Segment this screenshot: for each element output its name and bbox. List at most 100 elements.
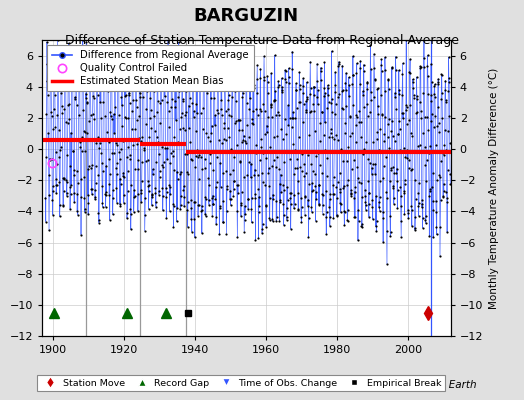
Point (399, 115, 407, 122)
Point (185, 82, 194, 88)
Point (141, 157, 150, 164)
Point (266, 102, 275, 109)
Point (280, 116, 289, 122)
Point (337, 200, 345, 207)
Point (202, 196, 210, 202)
Point (205, 182, 213, 188)
Point (279, 222, 288, 228)
Point (72, 102, 81, 108)
Point (115, 156, 124, 162)
Point (199, 126, 207, 132)
Point (158, 185, 167, 191)
Point (151, 199, 160, 205)
Point (253, 112, 261, 118)
Point (106, 170, 114, 177)
Point (108, 149, 117, 156)
Point (75, 49, 83, 56)
Point (281, 67, 289, 73)
Point (68, 74, 76, 81)
Point (381, 148, 390, 154)
Point (127, 226, 135, 232)
Point (77, 194, 85, 200)
Point (89, 70, 97, 76)
Point (228, 82, 237, 88)
Point (178, 96, 187, 103)
Point (245, 158, 253, 165)
Point (272, 218, 280, 224)
Point (312, 153, 321, 159)
Point (299, 90, 308, 96)
Point (64, 102, 72, 108)
Point (157, 43, 165, 50)
Point (373, 129, 381, 135)
Point (168, 96, 177, 102)
Point (350, 194, 358, 201)
Point (436, 197, 445, 203)
Point (248, 116, 257, 123)
Point (343, 158, 351, 164)
Point (429, 170, 438, 176)
Point (80, 208, 89, 215)
Point (50, 43, 59, 50)
Point (314, 87, 322, 94)
Point (386, 212, 394, 219)
Point (267, 104, 276, 110)
Point (108, 115, 116, 122)
Point (354, 175, 362, 181)
Point (170, 134, 179, 140)
Point (301, 212, 309, 218)
Point (58, 56, 66, 62)
Point (211, 196, 220, 202)
Point (346, 114, 354, 120)
Point (110, 130, 118, 136)
Point (328, 108, 336, 115)
Point (68, 77, 76, 84)
Point (102, 204, 110, 210)
Point (307, 203, 315, 210)
Point (446, 181, 454, 187)
Point (338, 88, 346, 94)
Point (411, 214, 420, 220)
Point (417, 114, 425, 121)
Point (337, 104, 346, 111)
Point (124, 114, 133, 121)
Point (390, 138, 399, 144)
Point (371, 161, 379, 167)
Point (246, 95, 254, 102)
Point (208, 213, 216, 220)
Point (435, 129, 443, 135)
Point (319, 202, 327, 208)
Point (118, 122, 127, 129)
Point (276, 196, 284, 203)
Point (156, 168, 164, 174)
Point (379, 239, 387, 245)
Point (312, 196, 320, 202)
Point (390, 170, 399, 176)
Point (350, 101, 358, 108)
Point (183, 168, 191, 175)
Point (96, 64, 105, 70)
Point (129, 48, 137, 55)
Point (71, 96, 79, 102)
Point (99, 98, 107, 105)
Point (330, 173, 338, 180)
Point (227, 113, 236, 119)
Point (261, 202, 270, 209)
Point (165, 108, 173, 114)
Point (248, 108, 257, 114)
Point (193, 147, 202, 153)
Point (359, 92, 367, 98)
Point (391, 90, 399, 96)
Point (333, 213, 341, 219)
Point (74, 136, 83, 142)
Point (152, 203, 160, 210)
Point (429, 198, 437, 204)
Point (250, 84, 258, 91)
Point (43, 60, 51, 67)
Point (192, 79, 201, 86)
Point (177, 114, 185, 120)
Point (324, 91, 332, 98)
Point (329, 182, 337, 188)
Point (219, 219, 227, 226)
Point (227, 146, 235, 152)
